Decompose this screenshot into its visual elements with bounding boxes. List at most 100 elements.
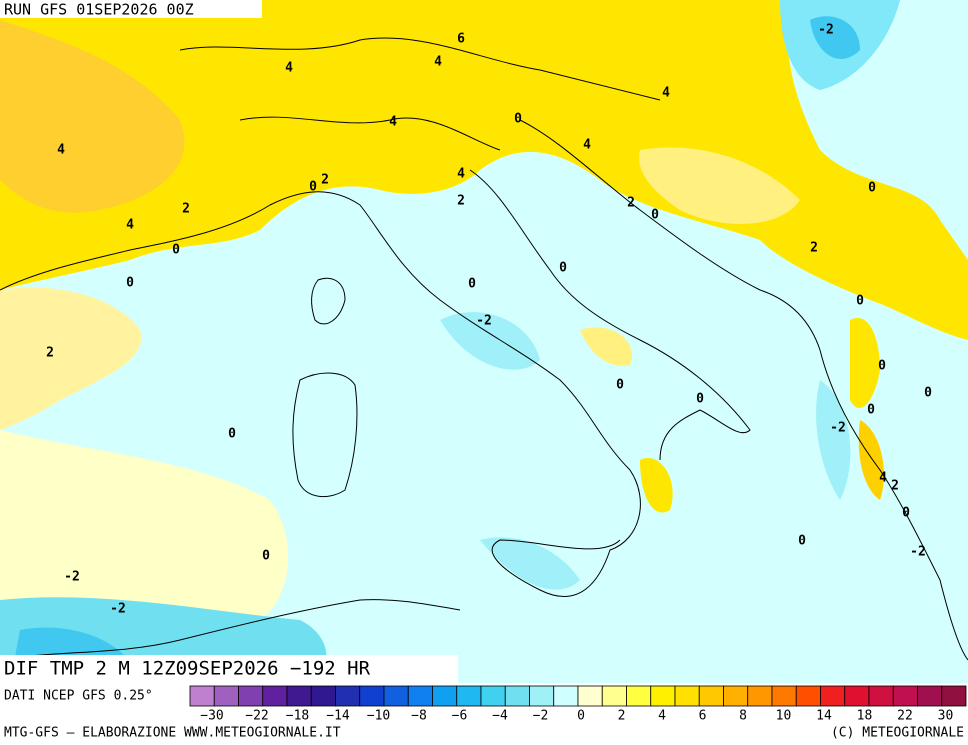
colorbar-tick-label: 0 [577, 709, 585, 724]
colorbar-swatch [674, 685, 700, 707]
contour-label: 0 [172, 243, 180, 258]
contour-label: 2 [182, 202, 190, 217]
contour-label: 0 [856, 294, 864, 309]
contour-label: 2 [810, 241, 818, 256]
colorbar-swatch [189, 685, 215, 707]
footer-title-bg [0, 655, 458, 683]
colorbar-swatch [941, 685, 967, 707]
warm-region [0, 0, 968, 620]
colorbar-swatch [286, 685, 312, 707]
colorbar-tick-label: 4 [658, 709, 666, 724]
colorbar-swatch [310, 685, 336, 707]
contour-label: 0 [309, 180, 317, 195]
colorbar-tick-label: −2 [533, 709, 549, 724]
contour-label: 0 [798, 534, 806, 549]
colorbar-swatch [892, 685, 918, 707]
colorbar-tick-label: −6 [452, 709, 468, 724]
contour-label: 4 [57, 143, 65, 158]
contour-label: 0 [868, 181, 876, 196]
contour-label: 6 [457, 32, 465, 47]
colorbar-swatch [262, 685, 288, 707]
colorbar-tick-label: −4 [492, 709, 508, 724]
run-label: RUN GFS 01SEP2026 00Z [4, 1, 194, 19]
contour-label: 4 [285, 61, 293, 76]
source-label: DATI NCEP GFS 0.25° [4, 689, 153, 704]
colorbar-swatch [383, 685, 409, 707]
contour-label: 0 [616, 378, 624, 393]
colorbar-swatch [626, 685, 652, 707]
contour-label: 2 [891, 479, 899, 494]
contour-label: 0 [468, 277, 476, 292]
colorbar-tick-label: −10 [367, 709, 390, 724]
colorbar-swatch [553, 685, 579, 707]
colorbar-swatch [917, 685, 943, 707]
colorbar-swatch [432, 685, 458, 707]
contour-label: 2 [46, 346, 54, 361]
contour-label: 0 [262, 549, 270, 564]
colorbar-swatch [213, 685, 239, 707]
colorbar-swatch [504, 685, 530, 707]
colorbar-tick-label: 30 [938, 709, 954, 724]
contour-label: -2 [830, 421, 846, 436]
contour-label: 4 [662, 86, 670, 101]
colorbar-swatch [747, 685, 773, 707]
contour-label: 0 [924, 386, 932, 401]
contour-label: 0 [651, 208, 659, 223]
contour-label: 2 [321, 173, 329, 188]
colorbar-swatch [771, 685, 797, 707]
contour-label: -2 [476, 314, 492, 329]
contour-label: 4 [434, 55, 442, 70]
contour-label: 4 [389, 115, 397, 130]
copyright-label: (C) METEOGIORNALE [831, 726, 964, 741]
contour-label: 2 [457, 194, 465, 209]
colorbar-tick-label: 10 [776, 709, 792, 724]
colorbar-swatch [359, 685, 385, 707]
contour-label: 4 [879, 471, 887, 486]
colorbar-swatch [868, 685, 894, 707]
colorbar-swatch [795, 685, 821, 707]
contour-label: 4 [126, 218, 134, 233]
contour-label: 2 [627, 196, 635, 211]
header-bg [0, 0, 262, 18]
colorbar-tick-label: 8 [739, 709, 747, 724]
contour-label: 0 [902, 506, 910, 521]
coastlines [0, 37, 968, 661]
colorbar-tick-label: −8 [411, 709, 427, 724]
contour-label: 0 [126, 276, 134, 291]
contour-label: 0 [696, 392, 704, 407]
colorbar-swatch [456, 685, 482, 707]
contour-label: -2 [910, 545, 926, 560]
contour-label: 0 [878, 359, 886, 374]
colorbar-swatch [407, 685, 433, 707]
contour-label: -2 [110, 602, 126, 617]
colorbar-tick-label: 2 [618, 709, 626, 724]
colorbar-swatch [601, 685, 627, 707]
colorbar-tick-label: 18 [857, 709, 873, 724]
colorbar-tick-label: −18 [286, 709, 309, 724]
contour-label: 4 [457, 167, 465, 182]
colorbar-tick-label: −14 [326, 709, 350, 724]
colorbar-swatch [480, 685, 506, 707]
colorbar-swatch [577, 685, 603, 707]
credit-label: MTG-GFS — ELABORAZIONE WWW.METEOGIORNALE… [4, 726, 341, 741]
colorbar-swatch [820, 685, 846, 707]
colorbar-swatch [529, 685, 555, 707]
contour-label: 0 [228, 427, 236, 442]
contour-label: 0 [867, 403, 875, 418]
colorbar-swatch [335, 685, 361, 707]
contour-label: -2 [64, 570, 80, 585]
colorbar-tick-label: 22 [897, 709, 913, 724]
colorbar-tick-label: 14 [816, 709, 832, 724]
footer-title: DIF TMP 2 M 12Z09SEP2026 −192 HR [4, 658, 371, 680]
contour-label: 4 [583, 138, 591, 153]
contour-label: -2 [818, 23, 834, 38]
colorbar-swatch [723, 685, 749, 707]
colorbar-tick-label: −30 [200, 709, 223, 724]
colorbar-tick-label: 6 [699, 709, 707, 724]
colorbar-swatch [650, 685, 676, 707]
colorbar-swatch [238, 685, 264, 707]
contour-label: 0 [514, 112, 522, 127]
colorbar-swatch [844, 685, 870, 707]
